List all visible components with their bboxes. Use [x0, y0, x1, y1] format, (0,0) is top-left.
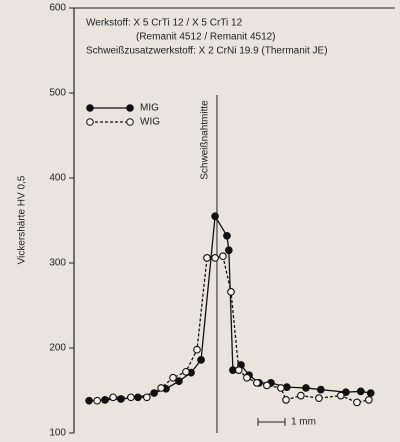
data-point [224, 246, 233, 255]
legend-marker [86, 104, 94, 112]
legend-marker [86, 118, 94, 126]
data-point [219, 252, 227, 261]
data-point [127, 393, 135, 402]
data-point [211, 212, 219, 221]
data-point [315, 394, 323, 403]
data-point [316, 385, 325, 394]
y-tick-label: 500 [49, 88, 66, 99]
center-line-label: Schweißnahtmitte [200, 100, 211, 180]
data-point [203, 254, 211, 262]
data-point [353, 398, 361, 407]
data-point [85, 396, 93, 405]
data-point [336, 391, 345, 400]
scale-bar-label: 1 mm [291, 417, 316, 428]
y-tick-label: 600 [49, 3, 66, 14]
data-point [109, 393, 117, 402]
y-tick-label: 300 [49, 258, 66, 269]
annotation: Werkstoff: X 5 CrTi 12 / X 5 CrTi 12 [86, 18, 243, 29]
data-point [356, 387, 365, 396]
data-point [243, 373, 251, 382]
annotation: Schweißzusatzwerkstoff: X 2 CrNi 19.9 (T… [86, 46, 328, 57]
data-point [282, 396, 290, 404]
y-axis-label: Vickershärte HV 0,5 [17, 175, 28, 264]
y-tick-label: 100 [49, 428, 66, 439]
data-point [197, 356, 205, 364]
data-point [227, 288, 235, 296]
data-point [253, 379, 261, 387]
data-point [302, 384, 310, 392]
legend-label: MIG [140, 103, 159, 114]
data-point [234, 366, 243, 374]
data-point [169, 373, 177, 382]
data-point [101, 396, 109, 404]
data-point [157, 384, 165, 392]
data-point [93, 396, 102, 405]
data-point [297, 391, 305, 400]
y-tick-label: 200 [49, 343, 66, 354]
data-point [366, 389, 375, 397]
y-tick-label: 400 [49, 173, 66, 184]
legend-marker [126, 104, 134, 112]
annotation: (Remanit 4512 / Remanit 4512) [136, 32, 276, 43]
data-point [364, 396, 373, 404]
data-point [263, 381, 271, 390]
data-point [277, 384, 285, 392]
data-point [223, 231, 231, 240]
data-point [175, 377, 183, 386]
data-point [193, 345, 201, 354]
data-point [211, 254, 219, 262]
data-point [342, 388, 350, 397]
legend-marker [126, 118, 134, 126]
data-point [142, 393, 151, 402]
legend-label: WIG [140, 117, 160, 128]
data-point [182, 367, 190, 376]
